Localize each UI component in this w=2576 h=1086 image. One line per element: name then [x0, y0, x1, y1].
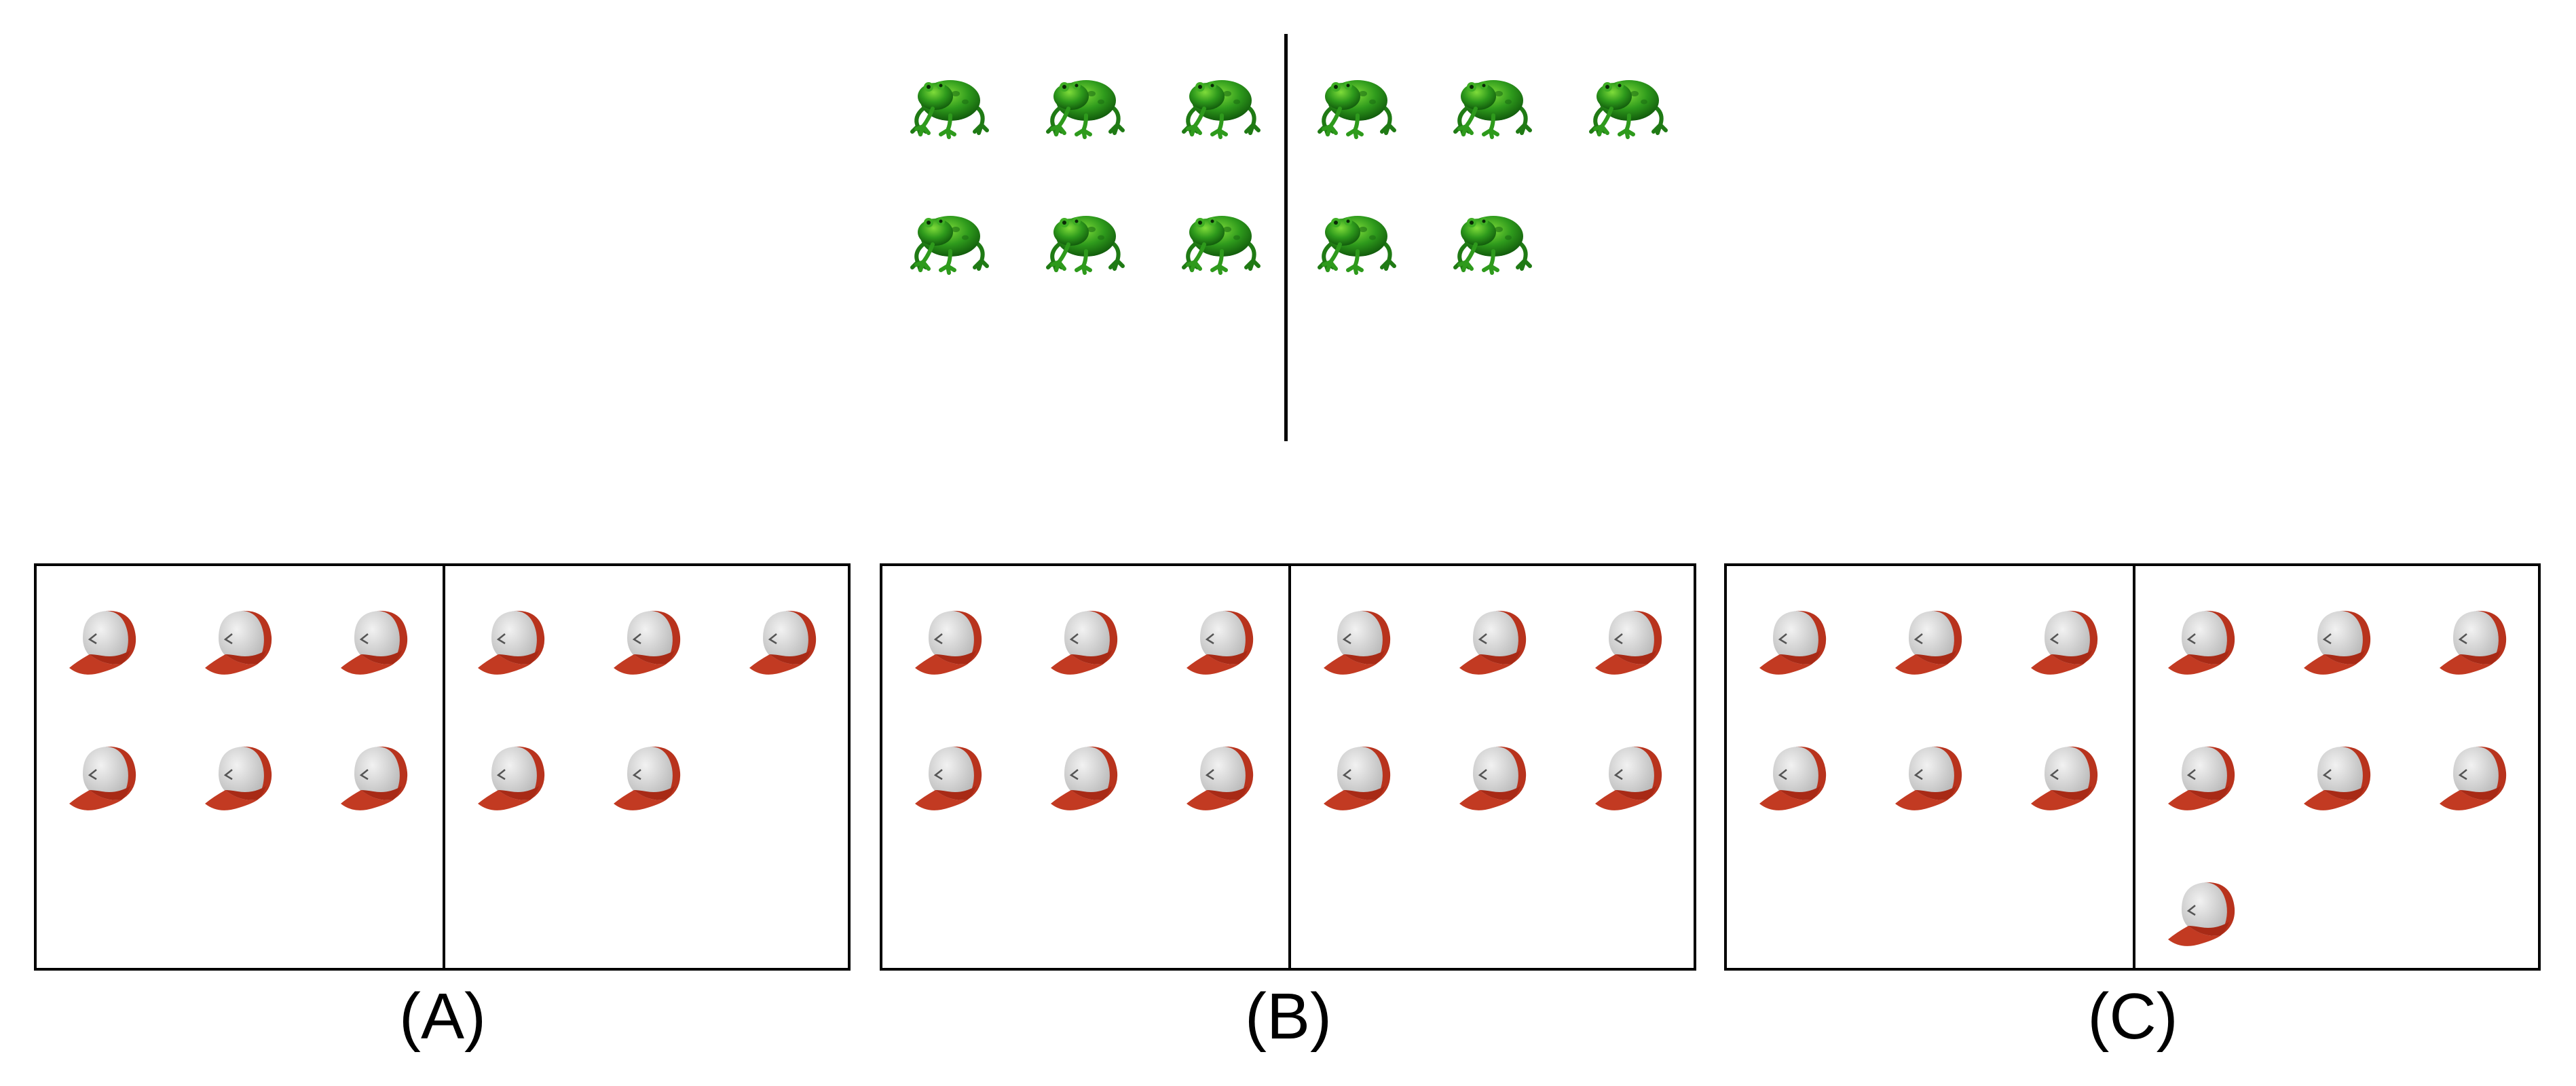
cap-icon: [1180, 736, 1261, 817]
cap-icon: [1044, 600, 1125, 681]
frog-icon: [908, 61, 990, 143]
frog-icon: [908, 197, 990, 278]
cap-icon: [2161, 872, 2243, 953]
frog-icon: [1315, 61, 1397, 143]
option-b-label: (B): [1245, 980, 1332, 1053]
cap-icon: [1588, 736, 1670, 817]
option-a-divider: [443, 566, 445, 968]
cap-icon: [334, 736, 415, 817]
option-c-panel[interactable]: [1724, 563, 2541, 971]
question-group: [882, 27, 1697, 448]
cap-icon: [607, 600, 688, 681]
cap-icon: [1044, 736, 1125, 817]
question-divider: [1284, 34, 1288, 441]
cap-icon: [607, 736, 688, 817]
frog-icon: [1180, 61, 1261, 143]
cap-icon: [2161, 736, 2243, 817]
cap-icon: [2433, 736, 2514, 817]
cap-icon: [1588, 600, 1670, 681]
cap-icon: [743, 600, 824, 681]
option-a-left-half: [37, 566, 443, 968]
cap-icon: [2161, 600, 2243, 681]
cap-icon: [2433, 600, 2514, 681]
cap-icon: [198, 736, 280, 817]
option-b-panel[interactable]: [880, 563, 1696, 971]
frog-icon: [1587, 61, 1668, 143]
cap-icon: [2297, 600, 2378, 681]
option-c-left-half: [1727, 566, 2133, 968]
cap-icon: [471, 736, 553, 817]
option-a-label: (A): [399, 980, 486, 1053]
option-c-divider: [2133, 566, 2135, 968]
frog-icon: [1180, 197, 1261, 278]
cap-icon: [1317, 600, 1398, 681]
cap-icon: [471, 600, 553, 681]
option-c-right-half: [2135, 566, 2541, 968]
cap-icon: [62, 600, 144, 681]
frog-icon: [1451, 61, 1533, 143]
cap-icon: [1180, 600, 1261, 681]
option-a-panel[interactable]: [34, 563, 851, 971]
option-b-right-half: [1291, 566, 1696, 968]
frog-icon: [1044, 197, 1125, 278]
cap-icon: [198, 600, 280, 681]
cap-icon: [908, 736, 990, 817]
cap-icon: [1888, 600, 1970, 681]
option-a-right-half: [445, 566, 851, 968]
option-c-label: (C): [2087, 980, 2178, 1053]
cap-icon: [908, 600, 990, 681]
frog-icon: [1315, 197, 1397, 278]
cap-icon: [2024, 600, 2106, 681]
frog-icon: [1451, 197, 1533, 278]
frog-icon: [1044, 61, 1125, 143]
cap-icon: [62, 736, 144, 817]
cap-icon: [2024, 736, 2106, 817]
cap-icon: [334, 600, 415, 681]
question-right-half: [1290, 27, 1697, 448]
cap-icon: [1753, 600, 1834, 681]
cap-icon: [1453, 600, 1534, 681]
question-left-half: [882, 27, 1283, 448]
cap-icon: [1753, 736, 1834, 817]
cap-icon: [1888, 736, 1970, 817]
option-b-divider: [1288, 566, 1291, 968]
option-b-left-half: [882, 566, 1288, 968]
cap-icon: [1317, 736, 1398, 817]
cap-icon: [1453, 736, 1534, 817]
cap-icon: [2297, 736, 2378, 817]
